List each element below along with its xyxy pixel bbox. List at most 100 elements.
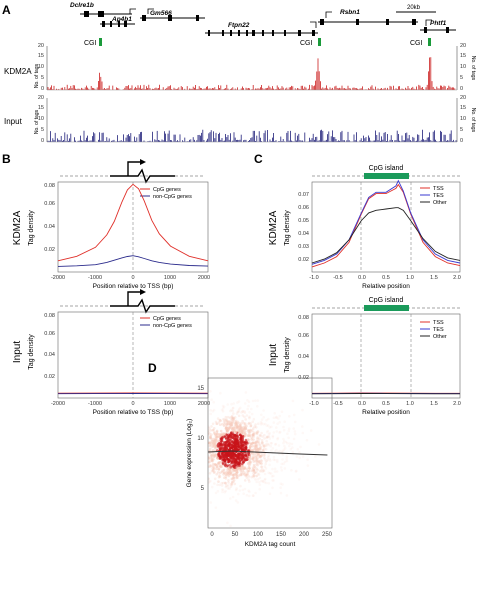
ytick-d-0: 5 [201,486,205,492]
scatter-point [209,436,213,440]
xtick-b-input-2: 0 [131,401,134,407]
scatter-point [245,414,249,417]
scatter-point [246,472,249,476]
scatter-point [237,409,241,412]
scatter-point [259,447,262,451]
scatter-point [214,454,218,457]
scatter-point [290,442,294,446]
scatter-point [212,408,216,412]
gene-annotation-track: Dclre1b Ap4b1 Gm566 Ftpn22 [70,2,456,36]
scatter-point [248,444,252,448]
scatter-point [208,436,212,440]
scatter-point [222,468,226,472]
scatter-point [267,435,271,439]
xtick-c-input-3: 0.5 [382,401,390,407]
scatter-point [239,425,242,429]
scatter-point [219,429,223,433]
scatter-point [249,422,252,425]
scatter-point [287,427,291,431]
ytick-c-kdm2a-0: 0.02 [298,257,309,263]
scatter-point [231,451,235,454]
scatter-point [211,449,215,452]
scatter-point [216,456,220,460]
scatter-point [244,454,247,457]
scatter-point [269,441,273,445]
kdm2a-signal-bars [47,57,457,90]
scatter-point [248,490,251,494]
scatter-point [243,456,246,460]
scatter-point [208,444,212,448]
ytick-b-kdm2a-3: 0.08 [44,183,55,189]
scatter-point [246,438,250,442]
legend-b-kdm2a-noncpg: non-CpG genes [153,194,192,200]
scatter-point [262,445,266,448]
xtick-b-input-1: -1000 [88,401,102,407]
scatter-point [254,444,257,447]
scatter-point [262,444,266,448]
scatter-point [238,464,241,468]
scatter-point [239,426,243,429]
scatter-point [239,433,242,437]
scatter-point [260,479,263,483]
kdm2a-ytick-right-2: 10 [460,64,466,70]
scatter-point [223,418,226,422]
scatter-point [259,423,263,426]
scatter-point [252,417,256,421]
xtick-c-kdm2a-1: -0.5 [333,275,342,281]
scatter-point [252,441,256,445]
scatter-point [265,439,269,443]
series-lines-b-input [57,392,209,395]
xtick-b-input-4: 2000 [198,401,210,407]
scatter-point [258,462,261,465]
scatter-point [283,444,286,448]
scatter-point [215,435,218,438]
input-ytick-left-4: 20 [38,95,44,101]
scatter-point [210,464,213,468]
scatter-point [210,440,214,443]
scatter-point [236,471,239,474]
scatter-point [253,441,257,445]
ylabel-d: Gene expression (Log₂) [186,419,193,488]
scatter-point [281,458,284,461]
scatter-point [254,448,257,451]
scatter-point [208,430,210,434]
scatter-point [254,478,257,481]
scatter-point [275,470,279,473]
scatter-point [248,416,251,420]
scatter-point [276,436,280,440]
scatter-point [208,460,211,464]
scatter-point [218,457,222,460]
ytick-c-kdm2a-2: 0.04 [298,231,309,237]
scatter-point [251,457,255,460]
scatter-point [255,431,259,435]
scatter-point [270,449,273,452]
scatter-point [225,425,228,429]
scatter-point [288,415,291,418]
scatter-point [208,477,210,480]
scatter-point [254,446,257,449]
scatter-point [227,442,231,446]
ytick-c-kdm2a-5: 0.07 [298,192,309,198]
scatter-point [238,424,242,427]
scatter-point [225,484,228,487]
scatter-point [265,435,269,439]
scatter-point [209,443,213,447]
scatter-point [244,444,248,447]
scatter-point [224,426,228,430]
scatter-point [285,494,289,497]
kdm2a-ytick-left-1: 5 [41,75,44,81]
scatter-point [244,427,248,431]
ylabel-b-kdm2a: Tag density [28,210,35,246]
xtick-c-input-5: 1.5 [430,401,438,407]
scatter-point [226,403,229,406]
ylabel-c-kdm2a: Tag density [284,210,291,246]
kdm2a-ytick-left-2: 10 [38,64,44,70]
legend-b-input-noncpg: non-CpG genes [153,323,192,329]
scatter-point [298,451,301,454]
scatter-point [212,400,215,404]
scatter-point [247,449,251,452]
scatter-point [230,416,234,420]
scatter-point [216,471,220,474]
scatter-point [265,481,268,485]
scatter-point [215,432,219,436]
